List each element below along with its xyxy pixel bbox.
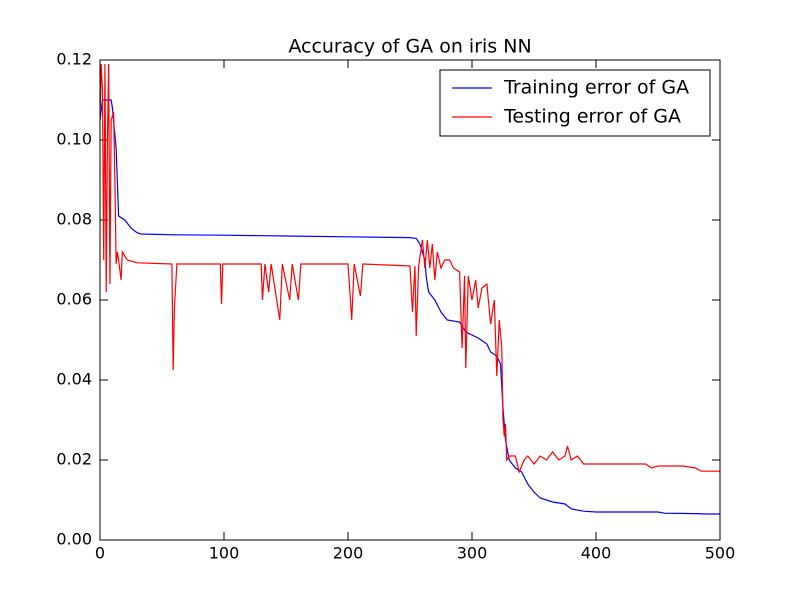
x-tick-label: 300 xyxy=(457,544,488,563)
y-tick-label: 0.10 xyxy=(56,130,92,149)
series-line xyxy=(100,63,720,474)
legend-box xyxy=(439,69,711,137)
legend-label: Testing error of GA xyxy=(503,106,681,128)
plot-frame xyxy=(99,59,721,541)
y-tick-label: 0.06 xyxy=(56,290,92,309)
y-tick-label: 0.12 xyxy=(56,50,92,69)
legend-label: Training error of GA xyxy=(503,77,689,99)
y-tick-label: 0.00 xyxy=(56,530,92,549)
x-tick-label: 200 xyxy=(333,544,364,563)
y-tick-label: 0.08 xyxy=(56,210,92,229)
x-tick-label: 100 xyxy=(209,544,240,563)
chart-title: Accuracy of GA on iris NN xyxy=(288,36,531,58)
x-tick-label: 0 xyxy=(95,544,105,563)
y-tick-label: 0.04 xyxy=(56,370,92,389)
y-tick-label: 0.02 xyxy=(56,450,92,469)
x-tick-label: 500 xyxy=(705,544,736,563)
x-tick-label: 400 xyxy=(581,544,612,563)
